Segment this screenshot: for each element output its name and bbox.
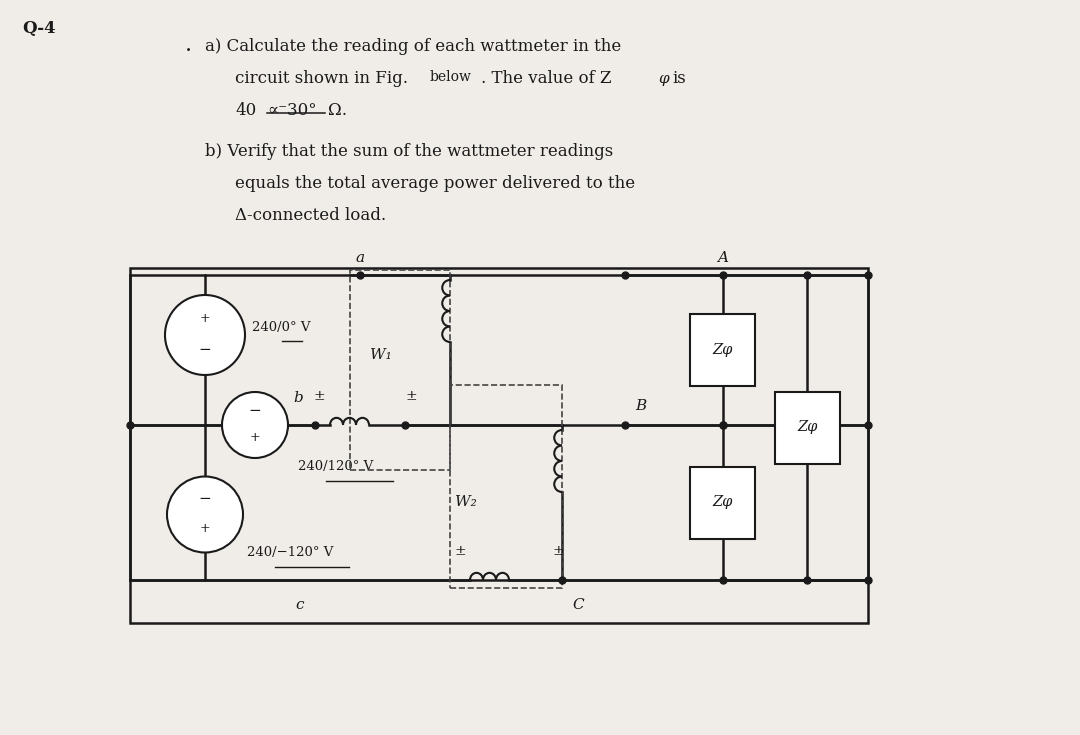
Text: 240/0° V: 240/0° V — [252, 320, 311, 334]
Bar — [350, 270, 450, 470]
Bar — [130, 268, 868, 623]
Text: 40: 40 — [235, 102, 256, 119]
Text: b) Verify that the sum of the wattmeter readings: b) Verify that the sum of the wattmeter … — [205, 143, 613, 160]
Text: Zφ: Zφ — [713, 343, 732, 357]
Text: . The value of Z: . The value of Z — [481, 70, 611, 87]
Text: b: b — [294, 391, 303, 405]
Circle shape — [222, 392, 288, 458]
Text: +: + — [249, 431, 260, 444]
Text: ±: ± — [455, 544, 465, 558]
Text: c: c — [296, 598, 305, 612]
Text: +: + — [200, 523, 211, 535]
Text: −: − — [199, 343, 212, 357]
Text: Δ-connected load.: Δ-connected load. — [235, 207, 387, 224]
Text: ·: · — [185, 40, 192, 62]
Text: B: B — [635, 399, 646, 413]
Bar — [690, 314, 755, 386]
Text: A: A — [717, 251, 728, 265]
Text: Q-4: Q-4 — [22, 20, 56, 37]
Text: a) Calculate the reading of each wattmeter in the: a) Calculate the reading of each wattmet… — [205, 38, 621, 55]
Text: 240/120° V: 240/120° V — [298, 461, 374, 473]
Text: W₂: W₂ — [455, 495, 476, 509]
Text: ±: ± — [405, 389, 417, 403]
Text: −: − — [248, 404, 261, 418]
Text: C: C — [572, 598, 583, 612]
Text: 240/−120° V: 240/−120° V — [247, 546, 334, 559]
Text: circuit shown in Fig.: circuit shown in Fig. — [235, 70, 408, 87]
Text: Zφ: Zφ — [797, 420, 818, 434]
Text: equals the total average power delivered to the: equals the total average power delivered… — [235, 175, 635, 192]
Text: −: − — [199, 492, 212, 506]
Text: ∝⁻30°: ∝⁻30° — [267, 102, 316, 119]
Text: ±: ± — [552, 544, 564, 558]
Bar — [450, 385, 562, 588]
Circle shape — [167, 476, 243, 553]
Text: φ: φ — [658, 72, 669, 86]
Text: Ω.: Ω. — [328, 102, 347, 119]
Text: is: is — [672, 70, 686, 87]
Text: ±: ± — [313, 389, 325, 403]
Circle shape — [165, 295, 245, 375]
Bar — [775, 392, 840, 464]
Text: below: below — [430, 70, 472, 84]
Bar — [690, 467, 755, 539]
Text: Zφ: Zφ — [713, 495, 732, 509]
Text: W₁: W₁ — [370, 348, 392, 362]
Text: a: a — [355, 251, 365, 265]
Text: +: + — [200, 312, 211, 325]
